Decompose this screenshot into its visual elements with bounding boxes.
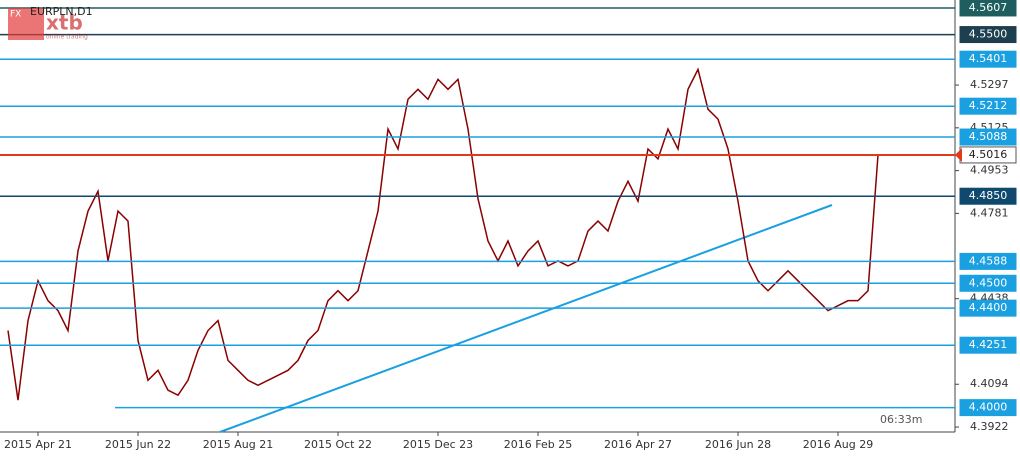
level-label: 4.5500	[969, 28, 1008, 41]
x-tick-label: 2015 Apr 21	[4, 438, 72, 451]
level-label-box	[959, 0, 1017, 17]
level-label-box	[959, 252, 1017, 270]
level-label: 4.4588	[969, 254, 1008, 267]
x-tick-label: 2015 Jun 22	[105, 438, 171, 451]
x-tick-label: 2016 Feb 25	[504, 438, 572, 451]
y-tick-label: 4.4094	[970, 377, 1009, 390]
level-label: 4.4500	[969, 276, 1008, 289]
level-label-box	[959, 50, 1017, 68]
chart-title: EURPLN,D1	[30, 5, 93, 18]
trend-line	[219, 204, 833, 433]
y-tick-label: 4.4781	[970, 206, 1009, 219]
x-tick-label: 2016 Apr 27	[604, 438, 672, 451]
level-label-box	[959, 399, 1017, 417]
level-label-box	[959, 97, 1017, 115]
level-label: 4.5401	[969, 52, 1008, 65]
level-label: 4.5016	[969, 148, 1008, 161]
level-label-box	[959, 299, 1017, 317]
current-price-marker	[955, 147, 962, 162]
level-label: 4.5212	[969, 99, 1008, 112]
level-label: 4.5607	[969, 1, 1008, 14]
level-label: 4.4000	[969, 401, 1008, 414]
x-tick-label: 2015 Aug 21	[203, 438, 273, 451]
logo-name: xtb	[46, 11, 83, 35]
y-tick-label: 4.4953	[970, 164, 1009, 177]
level-label-box	[959, 128, 1017, 146]
logo-badge: FX	[10, 10, 21, 20]
x-tick-label: 2015 Oct 22	[304, 438, 372, 451]
y-tick-label: 4.5297	[970, 78, 1009, 91]
timer: 06:33m	[880, 413, 922, 426]
logo-tagline: online trading	[46, 34, 88, 41]
level-label-box	[959, 187, 1017, 205]
x-tick-label: 2016 Aug 29	[803, 438, 873, 451]
level-label: 4.4251	[969, 338, 1008, 351]
level-label: 4.5088	[969, 130, 1008, 143]
logo: FX xtb online trading	[8, 8, 88, 41]
level-label-box	[959, 336, 1017, 354]
x-tick-label: 2015 Dec 23	[403, 438, 473, 451]
level-label: 4.4850	[969, 189, 1008, 202]
y-tick-label: 4.3922	[970, 420, 1009, 433]
level-label-box	[959, 274, 1017, 292]
logo-mark	[8, 8, 44, 40]
price-line	[7, 67, 879, 401]
level-label: 4.4400	[969, 301, 1008, 314]
x-tick-label: 2016 Jun 28	[705, 438, 771, 451]
level-label-box	[959, 26, 1017, 44]
